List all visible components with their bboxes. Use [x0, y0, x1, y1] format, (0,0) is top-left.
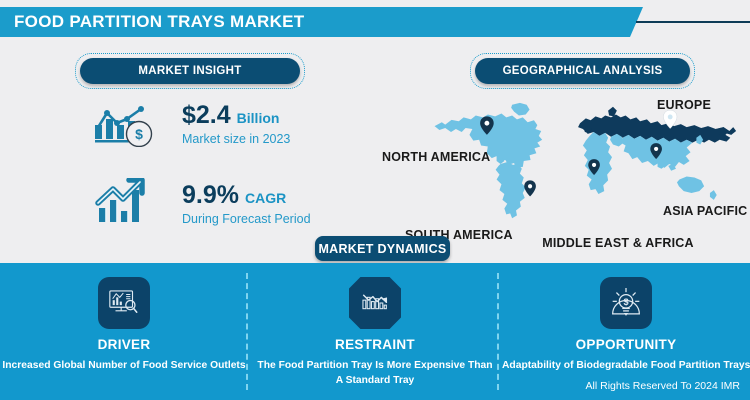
svg-text:$: $ — [135, 126, 143, 142]
svg-text:$: $ — [623, 297, 628, 307]
